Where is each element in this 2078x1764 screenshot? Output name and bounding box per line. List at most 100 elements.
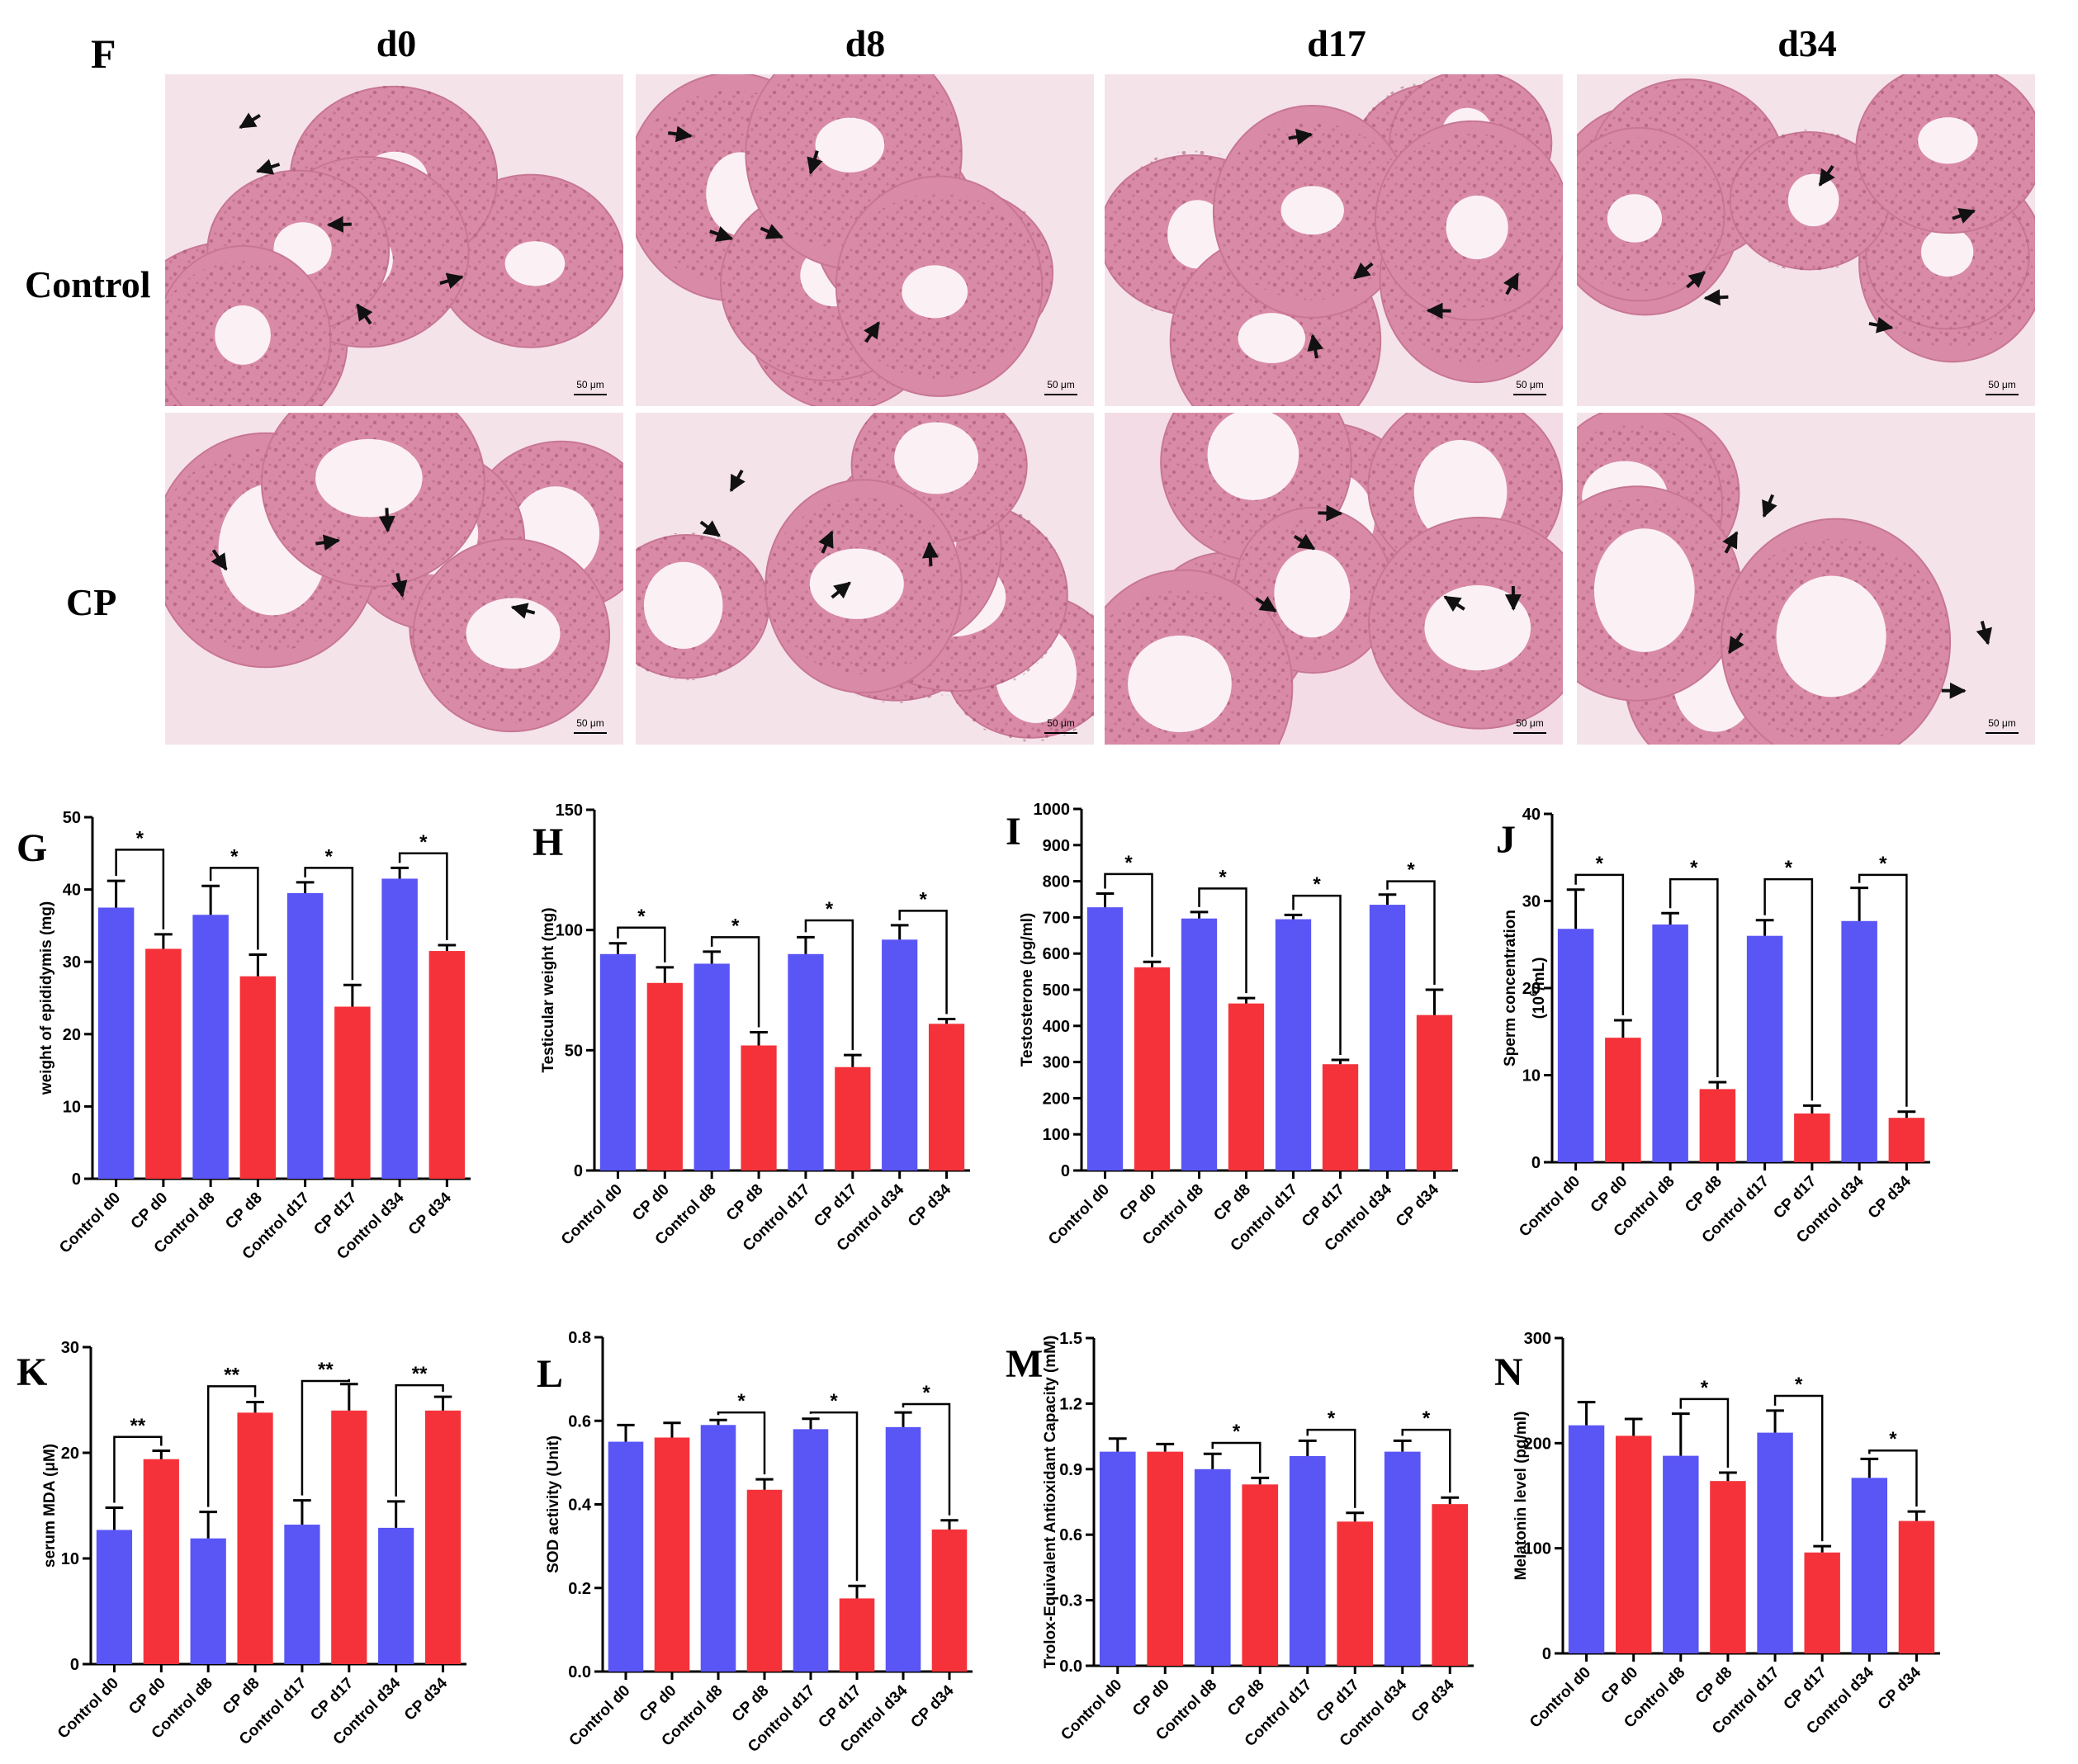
x-tick-label: CP d0 bbox=[1116, 1181, 1160, 1225]
x-tick-label: Control d0 bbox=[1058, 1677, 1125, 1744]
units-part: (10 bbox=[1531, 996, 1548, 1019]
significance-label: * bbox=[637, 906, 646, 928]
scale-bar-label: 50 μm bbox=[1988, 717, 2016, 729]
tubule-lumen bbox=[1128, 635, 1232, 732]
bar-control bbox=[788, 953, 824, 1170]
chart-n: N 0 100 200 300 Melatonin level (pg/ml) Contro… bbox=[1494, 1330, 1940, 1738]
tubule-lumen bbox=[215, 305, 271, 365]
significance-bracket bbox=[1763, 877, 1814, 1101]
significance-label: * bbox=[1328, 1407, 1336, 1430]
y-tick-label: 20 bbox=[61, 1445, 79, 1463]
bar-control bbox=[1568, 1425, 1605, 1653]
bar-cp bbox=[1337, 1521, 1374, 1666]
bar-cp bbox=[239, 976, 277, 1179]
significance-label: * bbox=[419, 831, 428, 854]
significance-label: * bbox=[1795, 1374, 1803, 1396]
significance-label: * bbox=[136, 827, 144, 849]
significance-bracket bbox=[902, 1402, 951, 1516]
x-tick-label: CP d8 bbox=[222, 1189, 266, 1233]
tubule-lumen bbox=[1918, 117, 1978, 164]
x-tick-label: CP d34 bbox=[1875, 1663, 1924, 1713]
y-tick-label: 0.2 bbox=[568, 1580, 591, 1598]
bar-cp bbox=[835, 1066, 871, 1170]
bar-control bbox=[693, 963, 730, 1170]
tubule-lumen bbox=[643, 561, 723, 650]
tubule-lumen bbox=[894, 422, 979, 494]
annotation-arrow bbox=[1868, 316, 1894, 333]
tubule-lumen bbox=[466, 598, 561, 669]
significance-label: ** bbox=[412, 1363, 428, 1385]
x-tick-label: Control d0 bbox=[566, 1682, 634, 1750]
significance-bracket bbox=[1401, 1428, 1451, 1493]
scale-bar-label: 50 μm bbox=[1516, 717, 1544, 729]
y-tick-label: 30 bbox=[61, 1339, 79, 1357]
column-label-d0: d0 bbox=[376, 22, 417, 64]
column-label-d34: d34 bbox=[1777, 22, 1837, 64]
bar-cp bbox=[931, 1529, 968, 1672]
significance-label: * bbox=[230, 845, 239, 868]
y-tick-label: 0 bbox=[1531, 1154, 1541, 1172]
y-tick-label: 300 bbox=[1043, 1054, 1070, 1072]
annotation-arrow bbox=[239, 112, 261, 130]
x-tick-label: Control d0 bbox=[1516, 1173, 1583, 1241]
y-tick-label: 10 bbox=[1522, 1067, 1541, 1085]
x-tick-label: CP d34 bbox=[1408, 1676, 1458, 1725]
y-axis-label: Melatonin level (pg/ml) bbox=[1512, 1412, 1530, 1581]
bar-cp bbox=[237, 1412, 273, 1664]
significance-bracket bbox=[1306, 1428, 1356, 1508]
bar-cp bbox=[428, 951, 466, 1179]
bar-control bbox=[1663, 1455, 1699, 1653]
bar-cp bbox=[1416, 1014, 1453, 1170]
panel-label-m: M bbox=[1006, 1342, 1043, 1386]
bar-cp bbox=[1888, 1118, 1925, 1162]
y-tick-label: 40 bbox=[63, 882, 81, 900]
micrograph-cp-d0: 50 μm bbox=[165, 413, 623, 745]
scale-bar-label: 50 μm bbox=[1516, 379, 1544, 390]
tubule-lumen bbox=[1280, 186, 1344, 235]
x-tick-label: CP d34 bbox=[905, 1180, 954, 1230]
bar-control bbox=[1841, 920, 1877, 1162]
bar-cp bbox=[145, 948, 182, 1179]
annotation-arrow bbox=[729, 469, 746, 493]
annotation-arrow bbox=[1976, 621, 1992, 646]
scale-bar-label: 50 μm bbox=[1047, 379, 1075, 390]
annotation-arrow bbox=[760, 224, 784, 239]
bar-cp bbox=[1710, 1481, 1746, 1653]
x-tick-label: CP d8 bbox=[1692, 1664, 1736, 1708]
bar-cp bbox=[143, 1459, 179, 1664]
column-label-d8: d8 bbox=[845, 22, 886, 64]
y-tick-label: 0.8 bbox=[568, 1329, 591, 1347]
x-tick-label: Control d0 bbox=[56, 1189, 124, 1257]
significance-bracket bbox=[1574, 873, 1625, 1016]
annotation-arrow bbox=[1703, 289, 1729, 306]
annotation-arrow bbox=[864, 321, 881, 343]
y-tick-label: 100 bbox=[1524, 1540, 1551, 1558]
bar-control bbox=[192, 915, 229, 1179]
significance-bracket bbox=[209, 867, 259, 950]
significance-bracket bbox=[301, 1379, 351, 1496]
x-tick-label: CP d34 bbox=[1865, 1172, 1915, 1222]
bar-cp bbox=[1898, 1520, 1935, 1653]
bar-control bbox=[1557, 929, 1594, 1162]
y-tick-label: 1.5 bbox=[1059, 1330, 1082, 1348]
y-tick-label: 600 bbox=[1043, 945, 1070, 963]
annotation-arrow bbox=[921, 541, 939, 566]
bar-cp bbox=[331, 1410, 367, 1664]
y-tick-label: 50 bbox=[565, 1042, 583, 1060]
significance-bracket bbox=[804, 919, 854, 1051]
y-tick-label: 1000 bbox=[1034, 801, 1071, 819]
annotation-arrow bbox=[1288, 129, 1314, 145]
tubule-lumen bbox=[1593, 528, 1695, 652]
bar-cp bbox=[1134, 967, 1171, 1170]
y-tick-label: 300 bbox=[1524, 1330, 1551, 1348]
x-tick-label: CP d34 bbox=[1393, 1180, 1442, 1230]
annotation-arrow bbox=[818, 530, 834, 554]
significance-bracket bbox=[710, 936, 760, 1028]
panel-label-n: N bbox=[1494, 1350, 1523, 1394]
annotation-arrow bbox=[391, 573, 408, 598]
tubule-lumen bbox=[1446, 195, 1508, 260]
y-axis-label: Sperm concentration bbox=[1502, 910, 1519, 1066]
significance-label: * bbox=[1701, 1377, 1709, 1399]
significance-bracket bbox=[1858, 873, 1908, 1107]
